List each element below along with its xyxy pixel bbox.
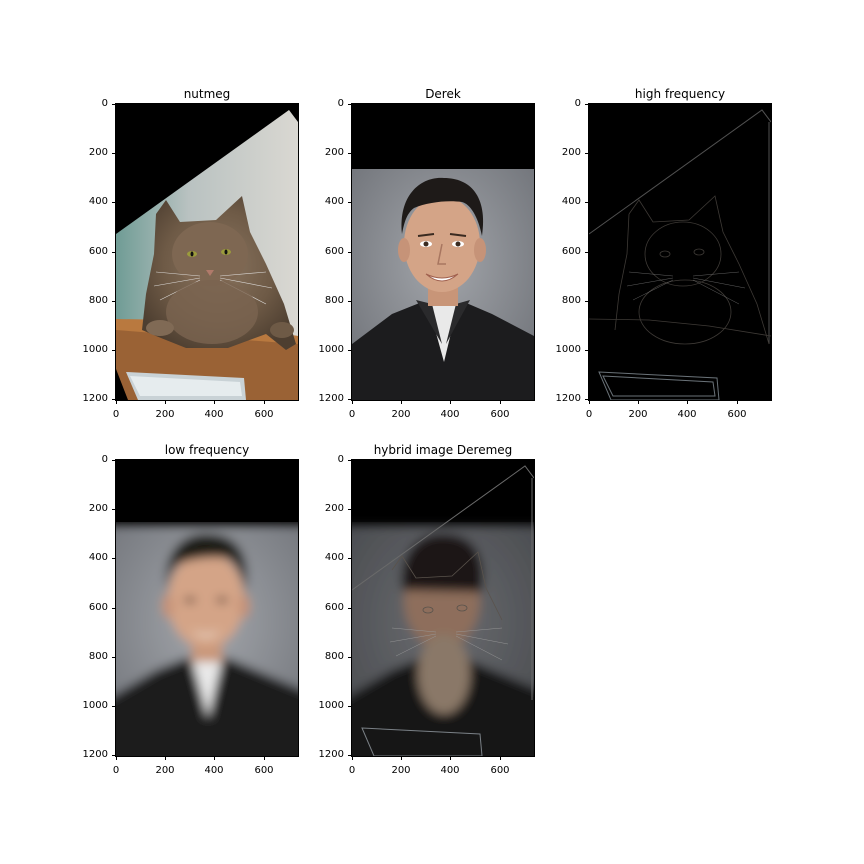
ytick-label: 1000 (318, 700, 344, 711)
panel-title: low frequency (164, 443, 250, 457)
xtick-label: 0 (112, 409, 120, 420)
panel-title: nutmeg (183, 87, 231, 101)
ytick-label: 1000 (318, 344, 344, 355)
xtick-label: 400 (440, 765, 460, 776)
ytick-label: 400 (324, 552, 344, 563)
ytick-label: 200 (88, 147, 108, 158)
image-hybrid-deremeg (351, 459, 535, 757)
ytick-label: 800 (324, 651, 344, 662)
xtick-label: 200 (391, 409, 411, 420)
ytick-label: 600 (324, 602, 344, 613)
xtick-label: 0 (112, 765, 120, 776)
ytick-label: 200 (561, 147, 581, 158)
panel-low-frequency: low frequency (83, 443, 299, 776)
panel-hybrid: hybrid image Deremeg (319, 443, 535, 776)
image-high-frequency (588, 103, 772, 401)
ytick-label: 600 (88, 602, 108, 613)
xtick-label: 200 (628, 409, 648, 420)
ytick-label: 0 (337, 98, 344, 109)
ytick-label: 1200 (555, 393, 581, 404)
ytick-label: 800 (324, 295, 344, 306)
ytick-label: 400 (561, 196, 581, 207)
panel-derek: Derek (319, 87, 535, 420)
ytick-label: 0 (101, 454, 108, 465)
panel-title: hybrid image Deremeg (373, 443, 513, 457)
ytick-label: 400 (324, 196, 344, 207)
xtick-label: 400 (677, 409, 697, 420)
xtick-label: 0 (348, 409, 356, 420)
ytick-label: 600 (561, 246, 581, 257)
ytick-label: 800 (561, 295, 581, 306)
panel-high-frequency: high frequency (556, 87, 772, 420)
xtick-label: 600 (727, 409, 747, 420)
xtick-label: 0 (585, 409, 593, 420)
ytick-label: 400 (88, 196, 108, 207)
xtick-label: 200 (155, 765, 175, 776)
ytick-label: 400 (88, 552, 108, 563)
image-low-frequency (115, 459, 299, 757)
ytick-label: 200 (88, 503, 108, 514)
panel-nutmeg: nutmeg (83, 87, 299, 420)
ytick-label: 800 (88, 651, 108, 662)
image-nutmeg-cat (115, 103, 299, 401)
ytick-label: 200 (324, 503, 344, 514)
xtick-label: 400 (204, 765, 224, 776)
xtick-label: 400 (440, 409, 460, 420)
ytick-label: 1200 (318, 749, 344, 760)
ytick-label: 800 (88, 295, 108, 306)
xtick-label: 400 (204, 409, 224, 420)
ytick-label: 0 (101, 98, 108, 109)
xtick-label: 600 (490, 409, 510, 420)
ytick-label: 600 (88, 246, 108, 257)
panel-title: Derek (425, 87, 461, 101)
xtick-label: 200 (155, 409, 175, 420)
panel-title: high frequency (634, 87, 726, 101)
ytick-label: 1200 (318, 393, 344, 404)
ytick-label: 600 (324, 246, 344, 257)
xtick-label: 600 (254, 409, 274, 420)
ytick-label: 1000 (82, 344, 108, 355)
ytick-label: 1000 (82, 700, 108, 711)
xtick-label: 200 (391, 765, 411, 776)
xtick-label: 0 (348, 765, 356, 776)
ytick-label: 1200 (82, 393, 108, 404)
image-derek-portrait (351, 103, 535, 401)
ytick-label: 1200 (82, 749, 108, 760)
xtick-label: 600 (254, 765, 274, 776)
ytick-label: 1000 (555, 344, 581, 355)
ytick-label: 0 (337, 454, 344, 465)
xtick-label: 600 (490, 765, 510, 776)
ytick-label: 0 (574, 98, 581, 109)
ytick-label: 200 (324, 147, 344, 158)
